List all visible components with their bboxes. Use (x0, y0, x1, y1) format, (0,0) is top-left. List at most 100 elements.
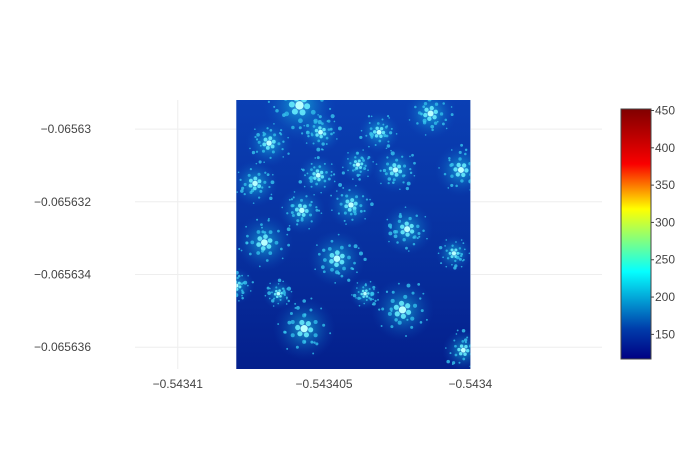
cluster-dot (433, 109, 438, 114)
cluster-dot (310, 95, 315, 100)
cluster-dot (328, 107, 332, 111)
cluster-dot (329, 259, 334, 264)
cluster-dot (455, 184, 458, 188)
cluster-dot (364, 217, 366, 220)
cluster-speck (231, 187, 235, 191)
colorbar-tick-label: 200 (655, 290, 675, 304)
cluster-dot (359, 170, 362, 173)
cluster-speck (332, 173, 336, 176)
cluster-dot (277, 282, 280, 285)
cluster-dot (375, 163, 378, 165)
cluster-dot (482, 171, 484, 173)
cluster-speck (315, 208, 319, 212)
y-tick-label: −0.065634 (34, 267, 91, 281)
cluster-dot (466, 336, 469, 339)
cluster-dot (277, 142, 281, 146)
fractal-cluster (236, 267, 255, 304)
cluster-dot (317, 252, 321, 256)
cluster-dot (412, 242, 416, 246)
cluster-dot (362, 286, 365, 289)
cluster-dot (337, 212, 341, 215)
cluster-dot (427, 96, 430, 99)
cluster-dot (279, 298, 282, 301)
cluster-speck (321, 265, 325, 269)
cluster-dot (315, 206, 318, 209)
cluster-dot (320, 191, 322, 194)
cluster-speck (460, 143, 464, 147)
cluster-speck (267, 219, 270, 222)
cluster-dot (342, 266, 346, 271)
cluster-speck (362, 159, 365, 162)
cluster-speck (258, 160, 262, 164)
cluster-speck (291, 93, 294, 96)
cluster-speck (310, 340, 314, 344)
cluster-speck (440, 262, 443, 265)
cluster-dot (316, 244, 318, 247)
cluster-speck (262, 131, 265, 134)
cluster-speck (358, 251, 364, 256)
cluster-dot (281, 148, 284, 151)
cluster-dot (275, 295, 279, 299)
cluster-dot (381, 130, 386, 135)
cluster-dot (357, 290, 360, 294)
cluster-dot (286, 212, 289, 215)
cluster-speck (438, 245, 443, 250)
cluster-speck (256, 218, 259, 221)
cluster-dot (323, 185, 326, 188)
cluster-dot (238, 299, 240, 302)
cluster-speck (351, 267, 355, 271)
cluster-dot (313, 333, 318, 338)
cluster-dot (448, 156, 451, 160)
cluster-dot (405, 232, 410, 237)
cluster-speck (335, 270, 340, 275)
cluster-dot (353, 160, 357, 164)
colorbar-tick-label: 150 (655, 327, 675, 341)
cluster-dot (304, 103, 311, 110)
cluster-dot (370, 115, 373, 118)
cluster-speck (374, 299, 377, 302)
cluster-dot (357, 247, 360, 250)
cluster-dot (453, 167, 458, 172)
cluster-speck (420, 112, 423, 116)
cluster-dot (424, 134, 427, 136)
cluster-dot (296, 212, 301, 217)
axes: −0.54341 −0.543405 −0.5434 −0.06563 −0.06563… (34, 122, 493, 391)
cluster-speck (302, 299, 306, 303)
cluster-dot (308, 227, 310, 230)
cluster-dot (415, 214, 419, 217)
cluster-dot (326, 120, 329, 123)
cluster-speck (390, 309, 393, 313)
cluster-speck (284, 330, 287, 334)
cluster-dot (256, 251, 261, 255)
cluster-dot (249, 167, 253, 171)
cluster-dot (471, 359, 473, 361)
cluster-dot (425, 318, 428, 321)
cluster-speck (359, 209, 363, 213)
cluster-dot (308, 327, 314, 333)
cluster-speck (306, 172, 309, 175)
cluster-dot (454, 259, 457, 263)
cluster-speck (287, 152, 290, 155)
cluster-dot (273, 133, 277, 137)
cluster-dot (454, 353, 458, 357)
cluster-speck (363, 166, 367, 170)
x-tick-label: −0.54341 (153, 377, 204, 391)
cluster-dot (293, 100, 299, 102)
cluster-dot (246, 284, 249, 287)
cluster-dot (254, 128, 256, 131)
cluster-dot (309, 308, 313, 312)
cluster-dot (291, 125, 295, 130)
cluster-dot (444, 118, 448, 122)
cluster-dot (275, 286, 278, 289)
cluster-dot (262, 142, 267, 147)
x-tick-label: −0.5434 (448, 377, 492, 391)
cluster-speck (367, 115, 371, 118)
cluster-dot (365, 299, 368, 302)
cluster-dot (257, 236, 263, 241)
cluster-dot (442, 102, 445, 105)
cluster-dot (263, 180, 267, 184)
cluster-dot (257, 140, 261, 144)
cluster-core (457, 166, 464, 173)
fractal-cluster (299, 111, 342, 154)
fractal-cluster (231, 159, 279, 207)
